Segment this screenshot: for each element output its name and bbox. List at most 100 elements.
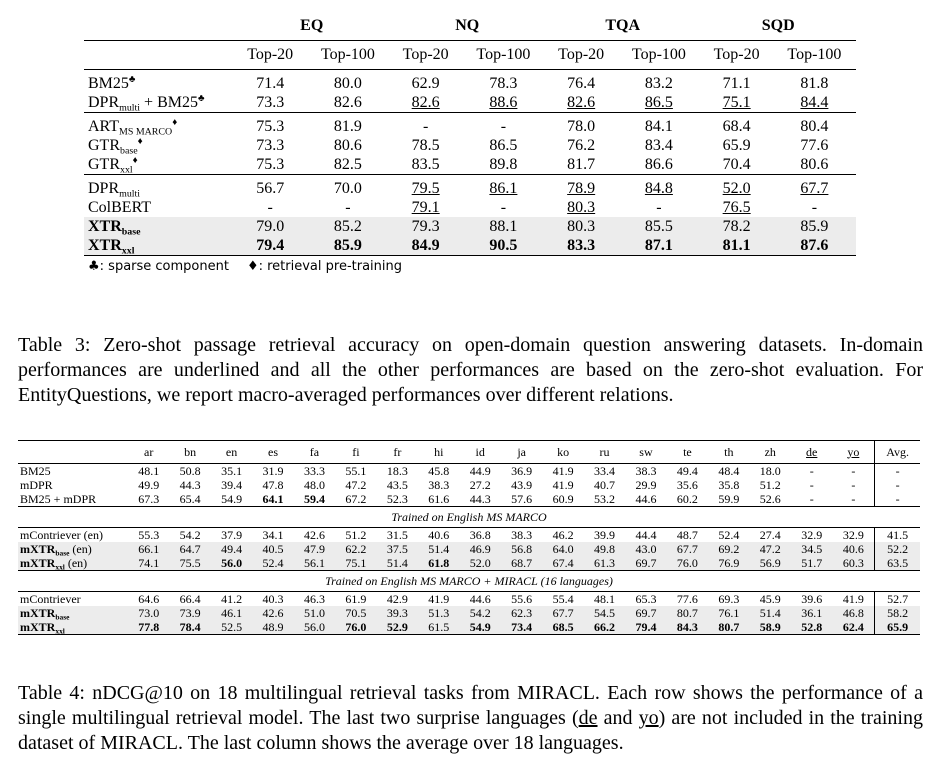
cell: 79.4	[625, 620, 667, 635]
cell: 87.6	[772, 236, 856, 256]
cell: 51.0	[293, 606, 336, 620]
cell: 67.3	[138, 491, 160, 506]
cell: 37.5	[376, 542, 419, 556]
text-part: ♣	[128, 73, 136, 85]
cell: -	[811, 198, 818, 216]
text-part: ♦	[172, 116, 178, 128]
cell: 38.3	[428, 477, 450, 492]
cell: 67.7	[542, 606, 584, 620]
cell: 75.1	[722, 93, 751, 111]
cell: 43.0	[625, 542, 667, 556]
cell: 80.6	[333, 136, 362, 154]
cell: 67.7	[666, 542, 709, 556]
column-header: en	[210, 440, 253, 464]
cell: 81.1	[700, 236, 773, 256]
cell: 31.9	[262, 463, 284, 478]
cell: 44.4	[635, 527, 657, 542]
text-part: Table 4: nDCG@10 on 18 multilingual retr…	[18, 682, 923, 729]
cell: 64.7	[169, 542, 211, 556]
cell: 75.3	[234, 112, 307, 136]
row: XTRxxl 79.4 85.9 84.9 90.5 83.3 87.1 81.1 87.6	[84, 236, 856, 256]
cell: 71.1	[700, 69, 773, 93]
cell: 66.1	[128, 542, 170, 556]
cell: 85.5	[617, 217, 701, 236]
cell: 35.8	[718, 477, 740, 492]
cell: 64.0	[542, 542, 584, 556]
cell: 76.9	[708, 556, 750, 571]
cell: -	[874, 492, 920, 507]
text-part: (en)	[69, 541, 92, 556]
cell: 57.6	[511, 491, 533, 506]
cell: -	[874, 463, 920, 478]
text-part: base	[55, 548, 70, 558]
cell: 44.3	[469, 491, 491, 506]
text-part: mXTR	[20, 541, 56, 556]
cell: 90.5	[461, 236, 545, 256]
subheader-row: Top-20 Top-100 Top-20 Top-100 Top-20 Top-100 T…	[84, 40, 856, 70]
cell: 60.3	[832, 556, 875, 571]
cell: 39.3	[376, 606, 419, 620]
cell: 58.2	[874, 606, 920, 620]
cell: 62.3	[500, 606, 543, 620]
cell: 76.4	[544, 69, 618, 93]
cell: 43.5	[386, 477, 408, 492]
subheader: Top-20	[544, 40, 618, 70]
cell: 58.9	[749, 620, 791, 635]
cell: 48.0	[303, 477, 325, 492]
row-label: mContriever (en)	[18, 528, 128, 543]
cell: 49.4	[676, 463, 698, 478]
row-label: ARTMS MARCO♦	[84, 112, 234, 137]
column-header: th	[708, 440, 750, 464]
cell: -	[874, 478, 920, 492]
cell: 56.7	[234, 174, 307, 198]
cell: 41.9	[428, 591, 450, 606]
cell: -	[345, 198, 351, 216]
row: mXTRbase 73.0 73.9 46.1 42.6 51.0 70.5 39.3 51.3…	[18, 606, 920, 620]
cell: 42.6	[252, 606, 294, 620]
group-header: TQA	[605, 17, 641, 34]
text-part: base	[120, 144, 138, 156]
row-label: XTRbase	[84, 217, 234, 236]
column-header: ar	[128, 440, 170, 464]
cell: 78.2	[700, 217, 773, 236]
cell: 83.4	[644, 136, 673, 154]
cell: -	[851, 491, 856, 506]
subheader: Top-100	[306, 40, 390, 70]
cell: 69.3	[718, 591, 740, 606]
cell: -	[851, 477, 856, 492]
subheader: Top-20	[234, 40, 307, 70]
row-label: mXTRxxl	[18, 620, 128, 635]
cell: 73.4	[500, 620, 543, 635]
row-label: BM25 + mDPR	[18, 492, 128, 507]
text-part: ♦	[137, 135, 143, 147]
cell: 46.3	[303, 591, 325, 606]
section-title: Trained on English MS MARCO	[18, 506, 920, 528]
text-part: MS MARCO	[119, 125, 173, 137]
cell: 85.9	[772, 217, 856, 236]
cell: 56.1	[293, 556, 336, 571]
cell: 84.8	[617, 174, 701, 198]
cell: 84.9	[389, 236, 462, 256]
cell: 45.8	[428, 463, 450, 478]
row: mContriever 64.6 66.4 41.2 40.3 46.3 61.9 42.9 4…	[18, 591, 920, 606]
subheader: Top-20	[389, 40, 462, 70]
column-header: Avg.	[874, 440, 920, 464]
cell: 60.2	[676, 491, 698, 506]
text-part: BM25	[88, 74, 129, 92]
corner	[84, 40, 234, 70]
cell: 41.9	[552, 477, 574, 492]
cell: 48.1	[138, 463, 160, 478]
cell: 81.9	[306, 112, 390, 136]
row-label: XTRxxl	[84, 236, 234, 256]
text-part: base	[55, 612, 70, 622]
cell: 84.4	[800, 93, 829, 111]
cell: 68.5	[542, 620, 584, 635]
cell: 69.2	[708, 542, 750, 556]
row-label: mXTRxxl (en)	[18, 556, 128, 571]
cell: 44.9	[469, 463, 491, 478]
cell: 34.1	[262, 527, 284, 542]
cell: 66.4	[179, 591, 201, 606]
cell: 52.8	[791, 620, 833, 635]
cell: 36.1	[791, 606, 833, 620]
cell: 38.3	[511, 527, 533, 542]
